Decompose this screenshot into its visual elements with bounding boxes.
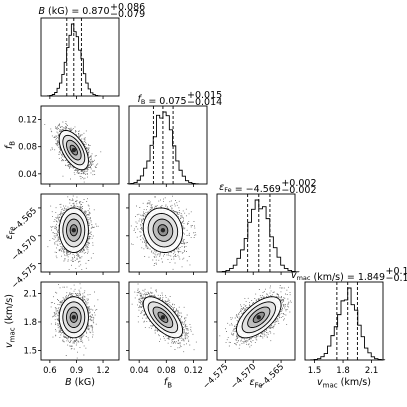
density-peak bbox=[160, 228, 166, 233]
panel-frame bbox=[304, 281, 384, 361]
x-tick-label-B: 0.6 bbox=[43, 366, 57, 376]
panel-frame bbox=[216, 281, 296, 361]
y-tick-label-fB: 0.12 bbox=[18, 116, 37, 126]
histogram-steps bbox=[127, 111, 199, 185]
x-tick-label-vmac: 1.5 bbox=[308, 366, 322, 376]
histogram-steps bbox=[47, 23, 101, 97]
panel-frame bbox=[40, 281, 120, 361]
histogram-fB bbox=[127, 105, 208, 185]
y-tick-label-fB: 0.04 bbox=[18, 170, 37, 180]
x-tick-label-B: 1.2 bbox=[96, 366, 110, 376]
y-tick-label-eFe: −4.575 bbox=[10, 262, 39, 291]
panel-frame bbox=[128, 105, 208, 185]
y-tick-label-vmac: 1.8 bbox=[23, 318, 37, 328]
histogram-title-errors-vmac: +0.102−0.114 bbox=[386, 266, 407, 284]
x-tick-label-vmac: 2.1 bbox=[365, 366, 379, 376]
density-peak bbox=[71, 315, 76, 320]
histogram-eFe bbox=[216, 193, 300, 273]
y-tick-label-vmac: 2.1 bbox=[23, 289, 37, 299]
histogram-title-fB: fB = 0.075 bbox=[137, 94, 186, 107]
histogram-B bbox=[40, 17, 120, 97]
x-tick-label-B: 0.9 bbox=[70, 366, 84, 376]
x-axis-label-fB: fB bbox=[164, 377, 172, 390]
x-axis-label-eFe: εFe bbox=[249, 377, 262, 390]
density-peak bbox=[71, 147, 76, 153]
scatter-panel-fB-eFe bbox=[128, 193, 208, 273]
histogram-title-B: B (kG) = 0.870 bbox=[38, 6, 109, 17]
histogram-title-errors-fB: +0.015 −0.014 bbox=[187, 90, 222, 108]
x-tick-label-eFe: −4.575 bbox=[201, 362, 230, 391]
density-peak bbox=[160, 315, 166, 320]
y-tick-label-fB: 0.08 bbox=[18, 143, 37, 153]
scatter-panel-fB-vmac bbox=[128, 281, 208, 361]
panel-frame bbox=[216, 193, 296, 273]
histogram-title-errors-eFe: +0.002 −0.002 bbox=[281, 178, 316, 196]
y-tick-label-vmac: 1.5 bbox=[23, 346, 37, 356]
scatter-panel-B-eFe bbox=[40, 193, 120, 273]
x-tick-label-fB: 0.12 bbox=[184, 366, 203, 376]
panel-frame bbox=[40, 105, 120, 185]
density-peak bbox=[256, 315, 261, 320]
x-tick-label-fB: 0.04 bbox=[130, 366, 149, 376]
y-axis-label-fB: fB bbox=[4, 141, 17, 149]
panel-frame bbox=[128, 281, 208, 361]
histogram-title-vmac: vmac (km/s) = 1.849 bbox=[291, 270, 385, 283]
scatter-panel-B-vmac bbox=[40, 281, 120, 361]
x-axis-label-B: B (kG) bbox=[65, 377, 95, 388]
x-tick-label-fB: 0.08 bbox=[157, 366, 176, 376]
panel-frame bbox=[40, 17, 120, 97]
y-axis-label-vmac: vmac (km/s) bbox=[4, 294, 17, 348]
histogram-title-eFe: εFe = −4.569 bbox=[219, 182, 281, 195]
x-tick-label-vmac: 1.8 bbox=[336, 366, 350, 376]
x-axis-label-vmac: vmac (km/s) bbox=[317, 377, 371, 390]
panel-frame bbox=[128, 193, 208, 273]
scatter-panel-eFe-vmac bbox=[216, 281, 296, 361]
scatter-panel-B-fB bbox=[40, 105, 120, 185]
histogram-vmac bbox=[304, 281, 386, 361]
panel-frame bbox=[40, 193, 120, 273]
y-axis-label-eFe: εFe bbox=[4, 226, 17, 239]
density-peak bbox=[71, 228, 76, 233]
histogram-title-errors-B: +0.086 −0.079 bbox=[110, 2, 145, 20]
